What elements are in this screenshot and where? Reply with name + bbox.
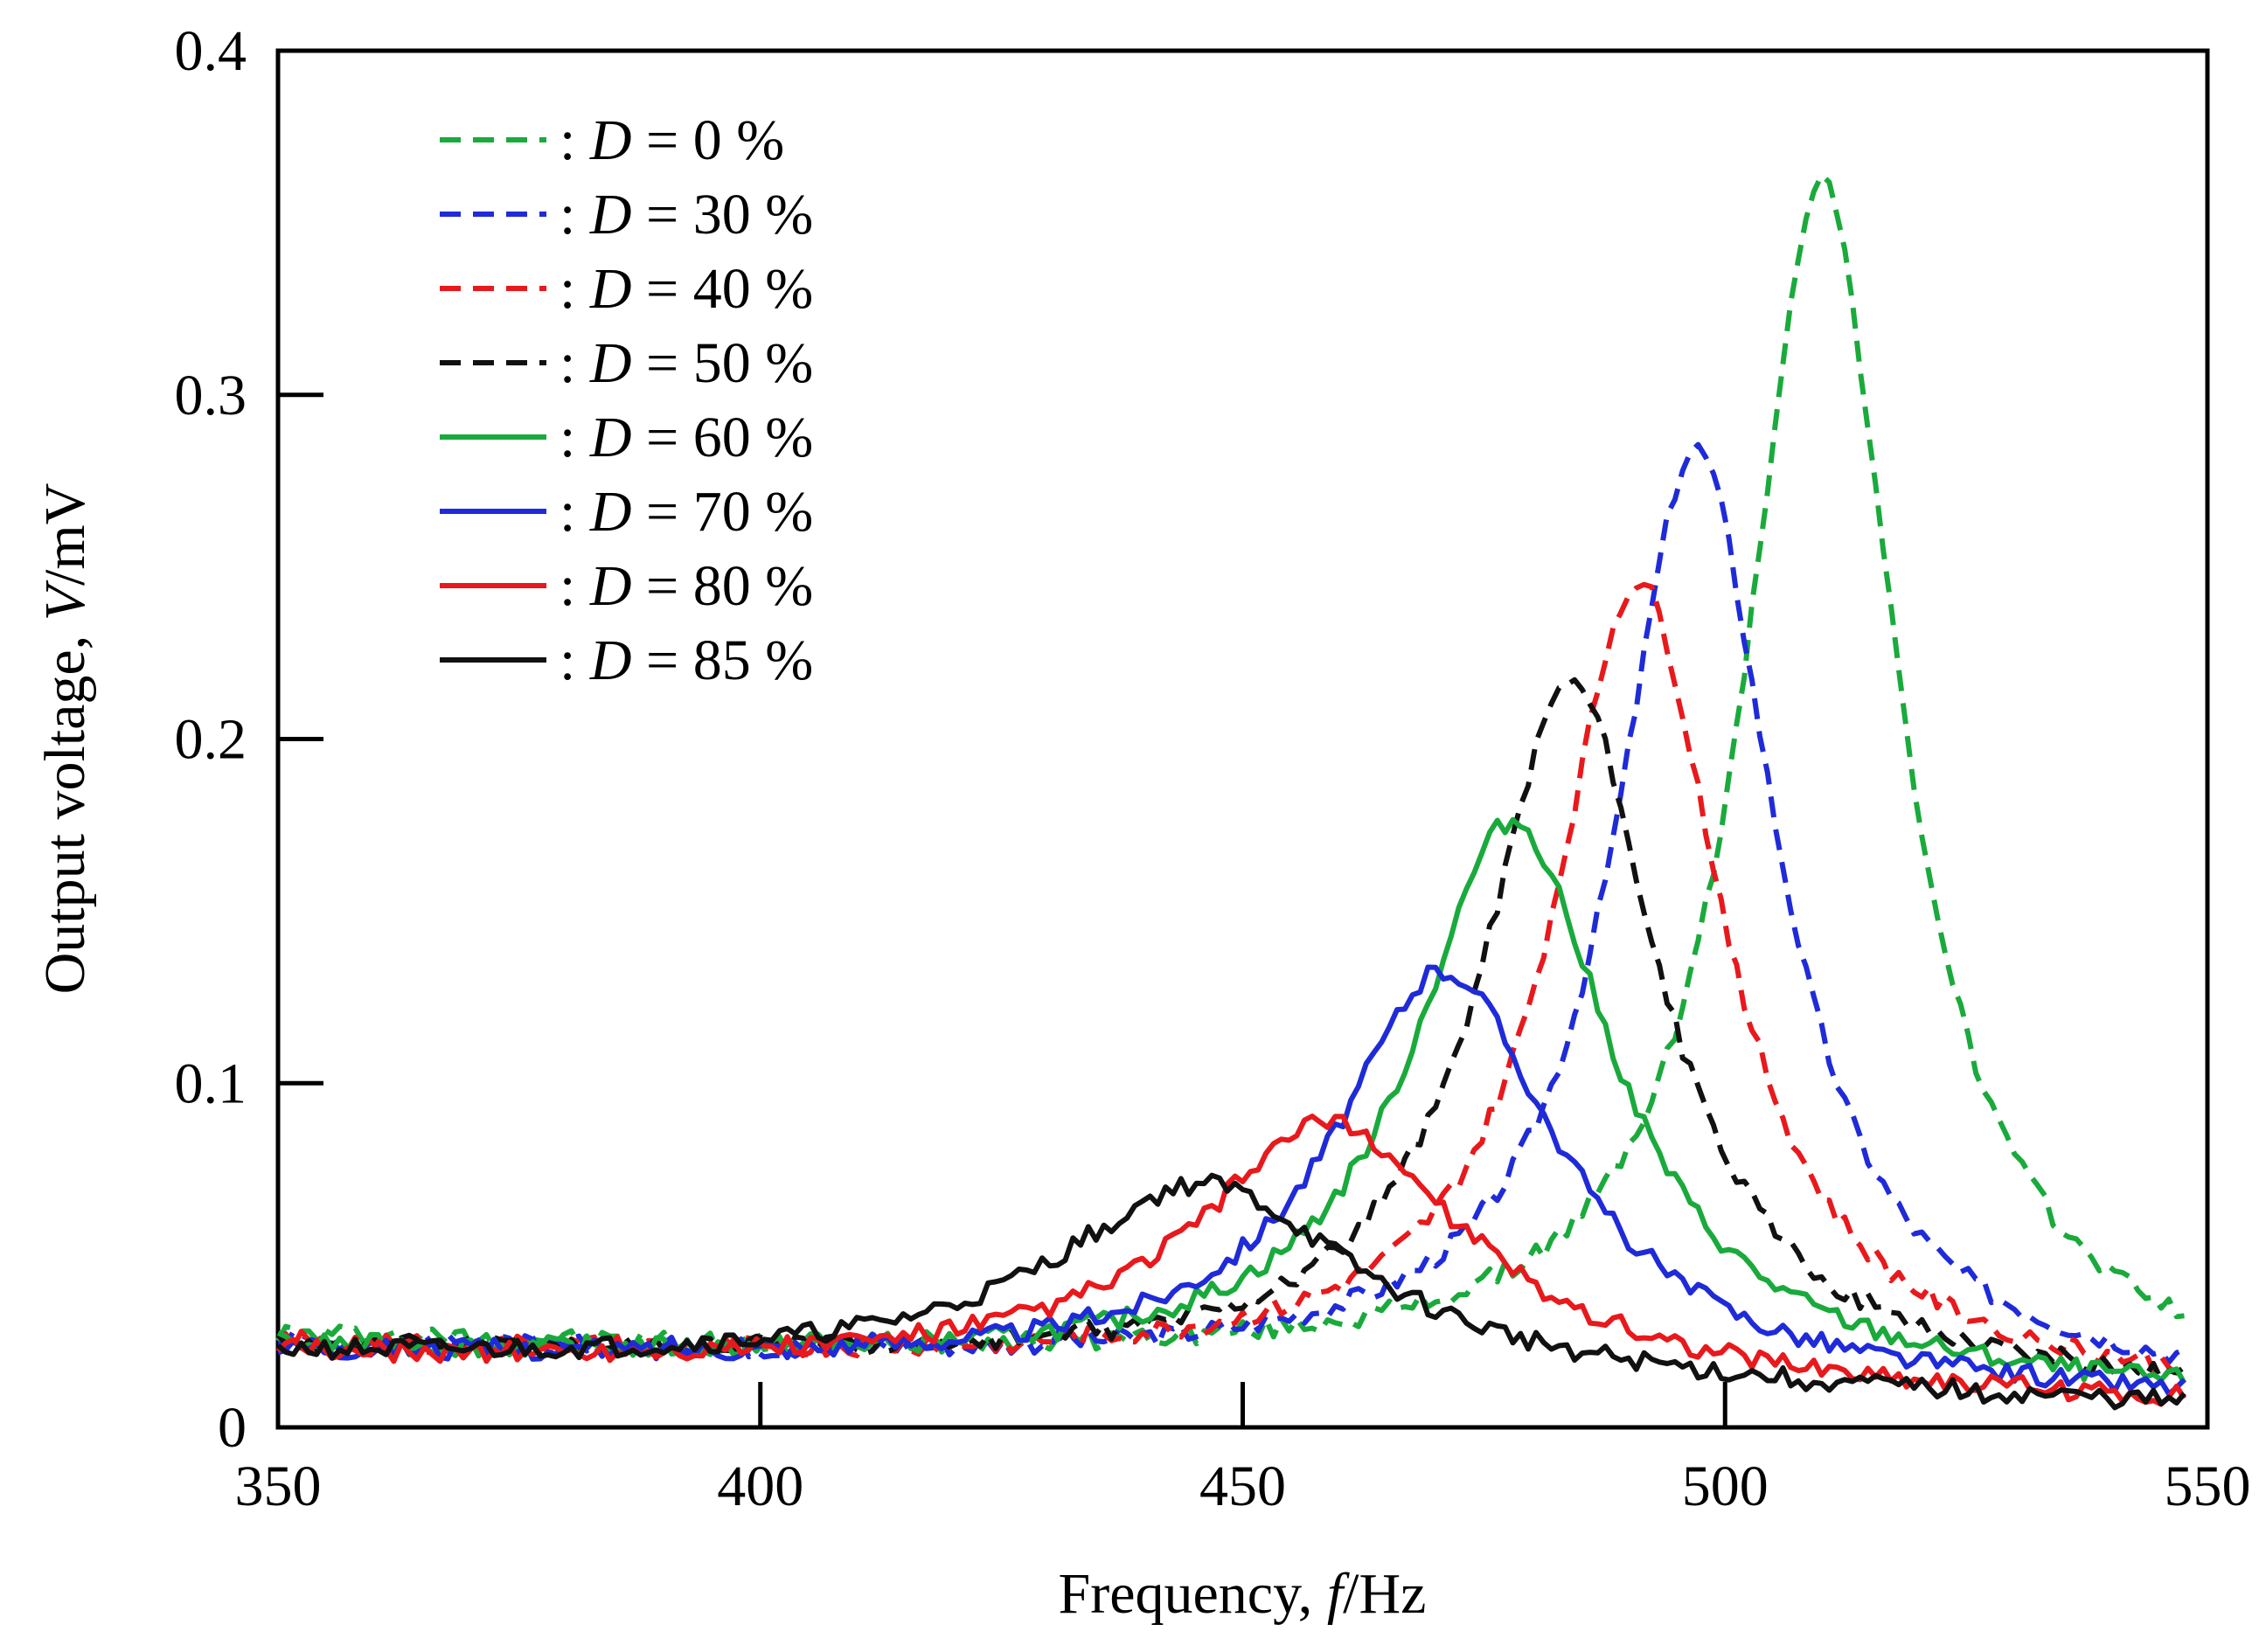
y-axis-label-unit: /mV: [33, 483, 97, 586]
x-tick-label: 400: [717, 1454, 803, 1518]
x-axis-label: Frequency, f/Hz: [1059, 1562, 1427, 1626]
legend-label-3: : D = 50 %: [560, 331, 813, 395]
x-tick-label: 550: [2165, 1454, 2251, 1518]
series-line-6: [275, 1114, 2187, 1407]
axis-ticks: [278, 392, 1727, 1427]
series-line-7: [276, 1172, 2186, 1411]
legend-label-0: : D = 0 %: [560, 108, 784, 172]
y-axis-label-var: V: [33, 580, 97, 621]
legend-label-7: : D = 85 %: [560, 628, 813, 692]
x-tick-labels: 350 400 450 500 550: [235, 1454, 2251, 1518]
legend-label-4: : D = 60 %: [560, 406, 813, 469]
x-tick-label: 350: [235, 1454, 322, 1518]
series-line-3: [275, 677, 2186, 1383]
curves: [275, 172, 2187, 1411]
y-tick-label: 0.4: [175, 19, 247, 83]
x-axis-label-text: Frequency,: [1059, 1562, 1327, 1626]
y-axis-label-text: Output voltage,: [33, 621, 97, 994]
series-line-4: [276, 816, 2187, 1385]
x-axis-label-unit: /Hz: [1343, 1562, 1426, 1626]
y-tick-labels: 0 0.1 0.2 0.3 0.4: [175, 19, 247, 1460]
series-line-0: [275, 172, 2185, 1355]
series-line-2: [276, 581, 2186, 1378]
legend-label-5: : D = 70 %: [560, 480, 813, 544]
y-tick-label: 0.2: [175, 708, 247, 772]
x-tick-label: 450: [1199, 1454, 1286, 1518]
y-tick-label: 0.1: [175, 1052, 247, 1115]
legend: : D = 0 % : D = 30 % : D = 40 % : D = 50 %:…: [440, 108, 813, 692]
y-tick-label: 0: [218, 1396, 247, 1460]
x-tick-label: 500: [1682, 1454, 1769, 1518]
legend-label-6: : D = 80 %: [560, 554, 813, 618]
legend-label-1: : D = 30 %: [560, 183, 813, 246]
legend-label-2: : D = 40 %: [560, 257, 813, 321]
y-tick-label: 0.3: [175, 364, 247, 427]
series-line-1: [277, 441, 2186, 1365]
y-axis-label: Output voltage, V/mV: [33, 483, 97, 995]
